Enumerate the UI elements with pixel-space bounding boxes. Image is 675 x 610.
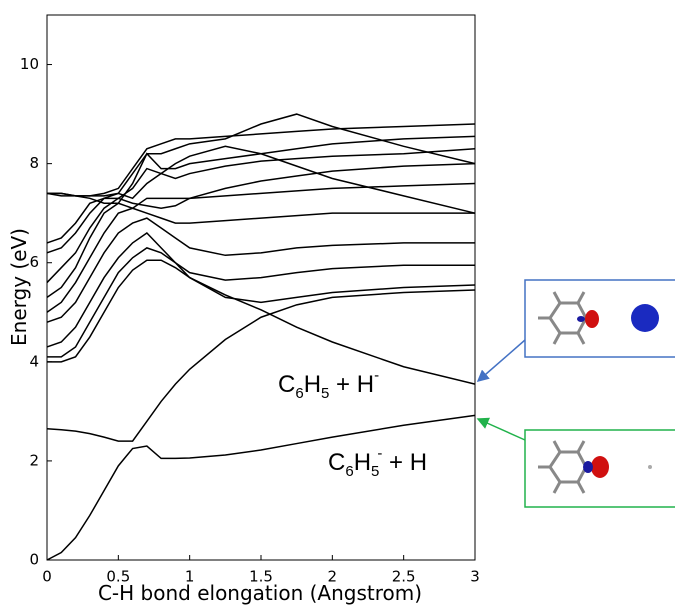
annotation-part: + H bbox=[382, 449, 427, 476]
y-tick-label: 8 bbox=[29, 154, 39, 172]
y-tick-label: 2 bbox=[29, 451, 39, 469]
annotation-part: 5 bbox=[371, 463, 379, 480]
x-tick-label: 2.5 bbox=[392, 568, 416, 586]
annotation-part: - bbox=[374, 367, 379, 384]
annotation-part: + H bbox=[329, 371, 374, 398]
line bbox=[47, 218, 475, 322]
annotation-part: 6 bbox=[295, 385, 303, 402]
line bbox=[47, 183, 475, 297]
annotation-part: H bbox=[354, 449, 371, 476]
x-tick-label: 2 bbox=[328, 568, 338, 586]
line bbox=[47, 290, 475, 441]
orbital bbox=[585, 310, 599, 328]
x-tick-label: 1.5 bbox=[249, 568, 273, 586]
annotation: C6H5- + H bbox=[328, 445, 427, 480]
x-tick-label: 0 bbox=[42, 568, 52, 586]
line bbox=[47, 233, 475, 347]
page: {"chart_data": {"type": "line", "x_label… bbox=[0, 0, 675, 610]
arrow bbox=[478, 419, 525, 440]
y-tick-label: 4 bbox=[29, 352, 39, 370]
x-tick-label: 1 bbox=[185, 568, 195, 586]
annotation-part: H bbox=[304, 371, 321, 398]
chart: C-H bond elongation (Angstrom) Energy (e… bbox=[0, 0, 675, 610]
atom bbox=[648, 465, 652, 469]
plot-area bbox=[47, 114, 475, 560]
arrow bbox=[478, 340, 525, 381]
orbital bbox=[591, 456, 609, 478]
annotation: C6H5 + H- bbox=[278, 367, 379, 402]
orbital bbox=[577, 316, 585, 322]
line bbox=[47, 415, 475, 560]
orbital bbox=[631, 304, 659, 332]
line bbox=[47, 146, 475, 253]
annotation-part: C bbox=[278, 371, 295, 398]
y-tick-label: 10 bbox=[20, 55, 39, 73]
line bbox=[47, 248, 475, 357]
orbital bbox=[583, 461, 593, 473]
line bbox=[47, 260, 475, 384]
y-axis-label: Energy (eV) bbox=[7, 228, 31, 346]
x-tick-label: 3 bbox=[470, 568, 480, 586]
y-tick-label: 0 bbox=[29, 551, 39, 569]
annotation-part: 5 bbox=[321, 385, 329, 402]
x-tick-label: 0.5 bbox=[106, 568, 130, 586]
y-tick-label: 6 bbox=[29, 253, 39, 271]
line bbox=[47, 208, 475, 312]
annotation-part: C bbox=[328, 449, 345, 476]
annotation-part: 6 bbox=[345, 463, 353, 480]
